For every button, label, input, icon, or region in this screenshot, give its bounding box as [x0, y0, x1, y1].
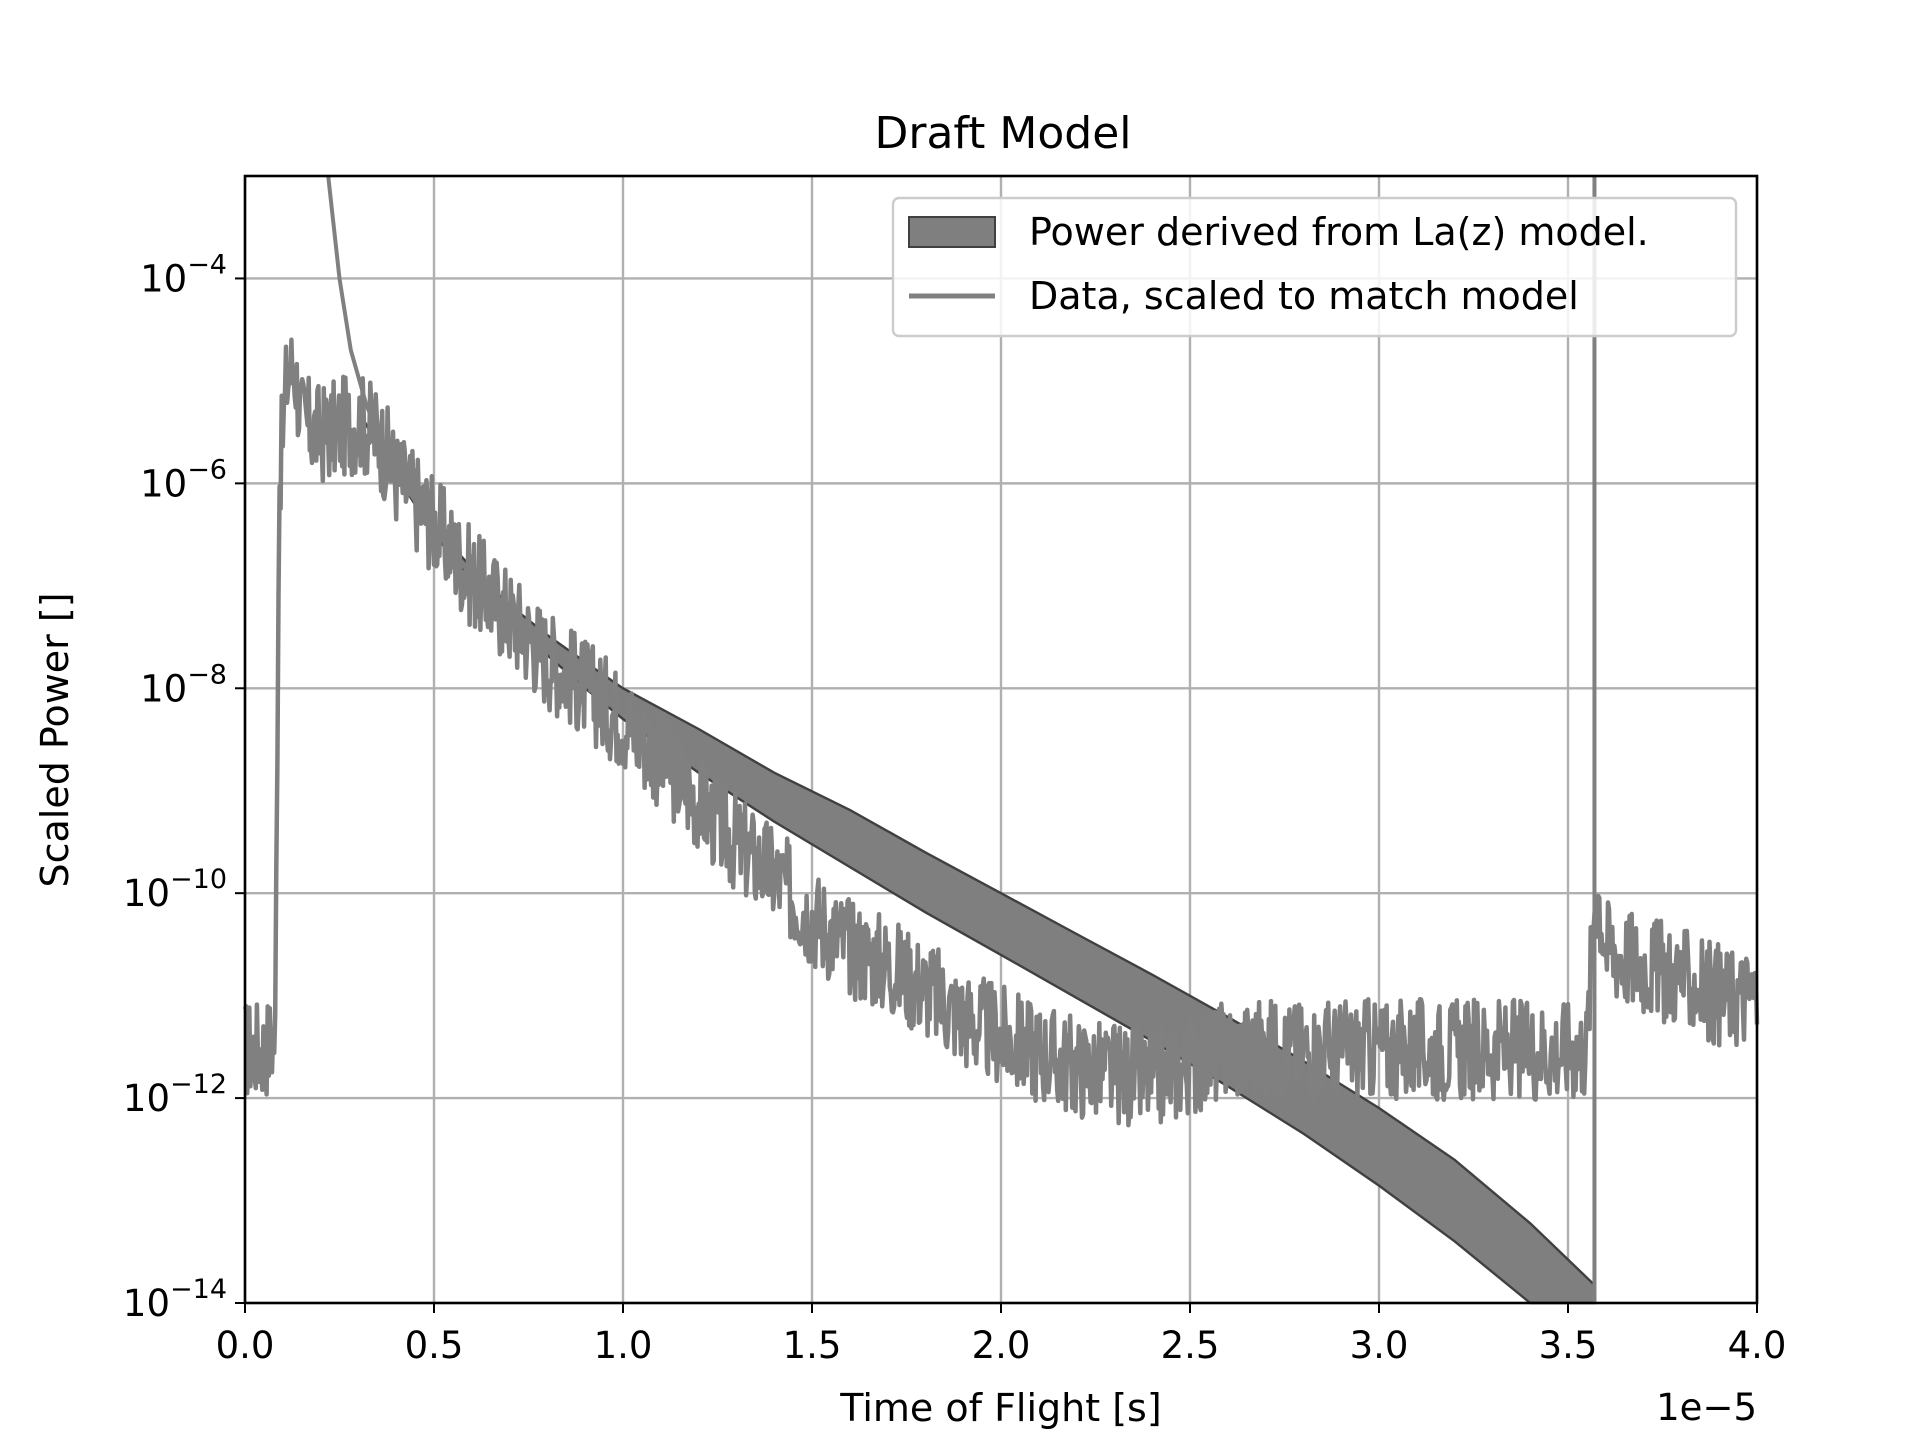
- legend-box: [891, 196, 1738, 338]
- model-band: [357, 411, 1596, 1305]
- legend-label-data-line: Data, scaled to match model: [1029, 274, 1579, 318]
- legend-label-model-band: Power derived from La(z) model.: [1029, 210, 1649, 254]
- x-axis-ticks: 0.0 0.5 1.0 1.5 2.0 2.5 3.0 3.5 4.0: [216, 1303, 1787, 1367]
- x-tick-label: 4.0: [1728, 1324, 1787, 1367]
- chart-title: Draft Model: [875, 108, 1132, 159]
- y-tick-label: 10−10: [123, 864, 227, 915]
- grid-lines: [243, 176, 1759, 1303]
- y-axis-ticks: 10−4 10−6 10−8 10−10 10−12 10−14: [123, 249, 245, 1325]
- x-tick-label: 2.0: [972, 1324, 1031, 1367]
- x-tick-label: 2.5: [1161, 1324, 1220, 1367]
- x-axis-offset-label: 1e−5: [1656, 1386, 1757, 1429]
- y-tick-label: 10−6: [140, 454, 227, 505]
- data-line-layer: [242, 175, 1760, 1303]
- x-tick-label: 0.0: [216, 1324, 275, 1367]
- y-tick-label: 10−14: [123, 1274, 227, 1325]
- model-band-layer: [357, 411, 1596, 1305]
- y-axis-label: Scaled Power []: [33, 592, 77, 887]
- x-axis-label: Time of Flight [s]: [839, 1386, 1161, 1430]
- model-rise-line: [326, 175, 436, 532]
- legend-swatch-model-band: [908, 216, 996, 248]
- y-tick-label: 10−12: [123, 1069, 227, 1120]
- x-tick-label: 0.5: [405, 1324, 464, 1367]
- x-tick-label: 1.0: [594, 1324, 653, 1367]
- y-tick-label: 10−8: [140, 659, 227, 710]
- legend: Power derived from La(z) model. Data, sc…: [891, 196, 1738, 338]
- x-tick-label: 3.0: [1350, 1324, 1409, 1367]
- x-tick-label: 3.5: [1539, 1324, 1598, 1367]
- y-tick-label: 10−4: [140, 249, 227, 300]
- x-tick-label: 1.5: [783, 1324, 842, 1367]
- data-line: [242, 337, 1760, 1128]
